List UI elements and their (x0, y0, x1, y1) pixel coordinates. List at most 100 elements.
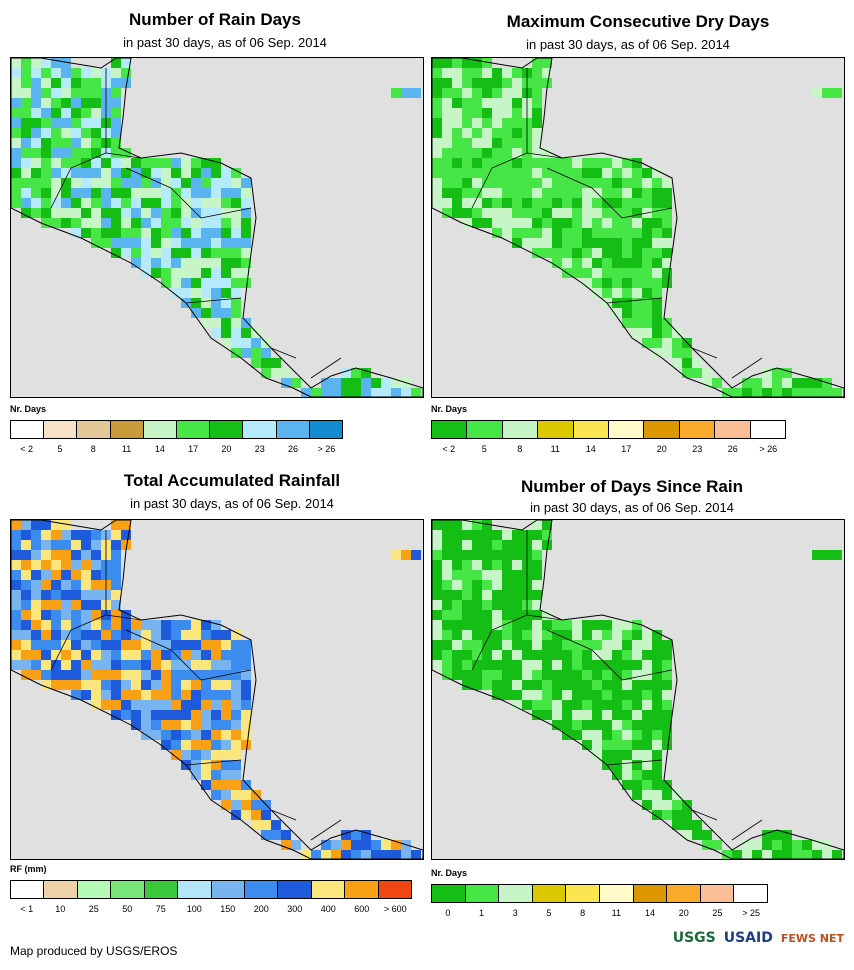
map-grid-cell (131, 188, 141, 198)
map-grid-cell (341, 850, 351, 859)
map-grid-cell (241, 660, 251, 670)
map-grid-cell (111, 550, 121, 560)
map-grid-cell (482, 178, 492, 188)
map-grid-cell (231, 750, 241, 760)
map-grid-cell (612, 288, 622, 298)
map-grid-cell (161, 238, 171, 248)
map-grid-cell (632, 660, 642, 670)
map-grid-cell (672, 338, 682, 348)
map-grid-cell (682, 348, 692, 358)
map-grid-cell (221, 630, 231, 640)
country-border (606, 759, 663, 766)
map-grid-cell (442, 640, 452, 650)
map-grid-cell (171, 620, 181, 630)
map-grid-cell (101, 670, 111, 680)
map-grid-cell (452, 660, 462, 670)
map-grid-cell (51, 138, 61, 148)
map-grid-cell (131, 660, 141, 670)
map-grid-cell (171, 178, 181, 188)
map-grid-cell (492, 590, 502, 600)
map-grid-cell (91, 158, 101, 168)
map-grid-cell (201, 720, 211, 730)
map-grid-cell (121, 228, 131, 238)
map-grid-cell (221, 298, 231, 308)
map-grid-cell (512, 630, 522, 640)
map-grid-cell (41, 68, 51, 78)
map-grid-cell (502, 188, 512, 198)
map-grid-cell (652, 278, 662, 288)
map-grid-cell (462, 158, 472, 168)
map-grid-cell (231, 218, 241, 228)
map-grid-cell (51, 188, 61, 198)
map-grid-cell (832, 850, 842, 859)
map-grid-cell (101, 680, 111, 690)
map-grid-cell (632, 248, 642, 258)
map-grid-cell (462, 620, 472, 630)
country-border (270, 809, 297, 821)
map-grid-cell (191, 308, 201, 318)
map-grid-cell (81, 670, 91, 680)
map-grid-cell (652, 348, 662, 358)
map-grid-cell (462, 118, 472, 128)
map-grid-cell (21, 640, 31, 650)
legend-swatch (243, 421, 277, 438)
map-grid-cell (642, 720, 652, 730)
map-grid-cell (131, 670, 141, 680)
map-grid-cell (181, 178, 191, 188)
legend-tick-label: 8 (90, 444, 96, 454)
map-grid-cell (592, 630, 602, 640)
map-grid-cell (662, 278, 672, 288)
map-grid-cell (632, 168, 642, 178)
map-grid-cell (41, 118, 51, 128)
map-grid-cell (61, 570, 71, 580)
map-grid-cell (532, 710, 542, 720)
map-grid-cell (101, 208, 111, 218)
map-grid-cell (221, 278, 231, 288)
map-grid-cell (692, 830, 702, 840)
map-grid-cell (281, 378, 291, 388)
map-grid-cell (211, 650, 221, 660)
map-grid-cell (111, 660, 121, 670)
map-grid-cell (642, 740, 652, 750)
map-grid-cell (241, 640, 251, 650)
map-grid-cell (231, 268, 241, 278)
map-grid-cell (101, 178, 111, 188)
map-grid-cell (201, 298, 211, 308)
map-grid-cell (11, 118, 21, 128)
map-grid-cell (21, 108, 31, 118)
map-grid-cell (211, 680, 221, 690)
map-grid-cell (652, 268, 662, 278)
map-grid-cell (111, 58, 121, 68)
map-grid-cell (81, 68, 91, 78)
map-grid-cell (582, 680, 592, 690)
map-grid-cell (662, 318, 672, 328)
map-grid-cell (622, 188, 632, 198)
map-grid-cell (452, 620, 462, 630)
map-grid-cell (71, 590, 81, 600)
map-grid-cell (31, 630, 41, 640)
map-grid-cell (141, 710, 151, 720)
map-grid-cell (552, 228, 562, 238)
map-grid-cell (482, 88, 492, 98)
map-grid-cell (11, 148, 21, 158)
map-grid-cell (111, 680, 121, 690)
map-grid-cell (472, 520, 482, 530)
map-grid-cell (31, 148, 41, 158)
map-grid-cell (762, 830, 772, 840)
map-grid-cell (602, 158, 612, 168)
map-grid-cell (462, 660, 472, 670)
legend-tick-label: 25 (712, 908, 723, 918)
map-grid-cell (221, 238, 231, 248)
legend-swatch (111, 881, 145, 898)
legend-tick-label: 1 (479, 908, 485, 918)
map-grid-cell (41, 670, 51, 680)
map-grid-cell (432, 128, 442, 138)
map-grid-cell (472, 550, 482, 560)
map-grid-cell (752, 840, 762, 850)
map-grid-cell (652, 198, 662, 208)
map-grid-cell (21, 550, 31, 560)
map-grid-cell (161, 268, 171, 278)
panel-1-subtitle: in past 30 days, as of 06 Sep. 2014 (123, 35, 327, 50)
map-grid-cell (582, 620, 592, 630)
map-grid-cell (642, 178, 652, 188)
